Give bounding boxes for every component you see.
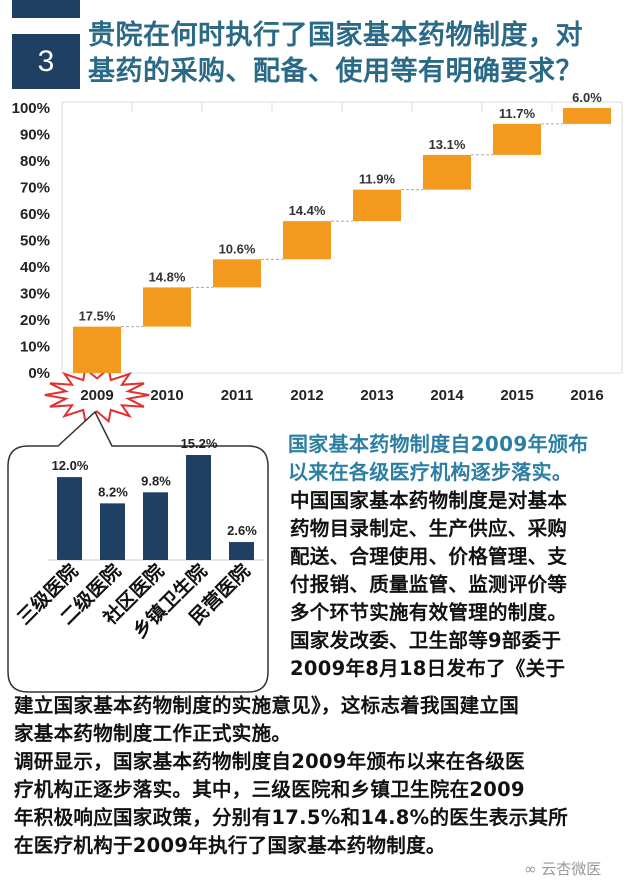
y-tick-label: 80% <box>20 153 50 170</box>
bar <box>100 503 125 560</box>
text-line: 配送、合理使用、价格管理、支 <box>290 545 568 568</box>
data-label: 11.9% <box>359 172 396 187</box>
right-paragraph: 中国国家基本药物制度是对基本 药物目录制定、生产供应、采购 配送、合理使用、价格管理… <box>290 487 567 683</box>
text-line: 在医疗机构于2009年执行了国家基本药物制度。 <box>14 834 446 857</box>
data-label: 8.2% <box>98 484 128 499</box>
highlight-starburst <box>44 366 150 424</box>
y-tick-label: 40% <box>20 259 50 276</box>
text-line: 药物目录制定、生产供应、采购 <box>290 517 568 540</box>
title-line: 贵院在何时执行了国家基本药物制度，对 <box>88 20 583 51</box>
text-line: 付报销、质量监管、监测评价等 <box>290 573 568 596</box>
waterfall-bar <box>563 108 611 124</box>
headline-line: 以来在各级医疗机构逐步落实。 <box>288 460 573 484</box>
waterfall-bar <box>493 123 541 155</box>
headline-text: 国家基本药物制度自2009年颁布 以来在各级医疗机构逐步落实。 <box>288 430 588 486</box>
y-tick-label: 20% <box>20 312 50 329</box>
header-decor-block <box>12 0 80 18</box>
logo-icon: ∞ <box>524 860 542 878</box>
x-tick-label: 2010 <box>150 387 183 404</box>
full-paragraph: 建立国家基本药物制度的实施意见》，这标志着我国建立国 家基本药物制度工作正式实施。… <box>14 692 568 860</box>
text-line: 国家发改委、卫生部等9部委于 <box>290 629 562 652</box>
x-tick-label: 2011 <box>221 387 254 404</box>
watermark: ∞ 云杏微医 <box>524 860 602 878</box>
title-line: 基药的采购、配备、使用等有明确要求？ <box>88 56 583 87</box>
x-tick-label: 2012 <box>290 387 323 404</box>
bar <box>143 492 168 560</box>
waterfall-bar <box>423 154 471 190</box>
data-label: 15.2% <box>181 436 218 451</box>
text-line: 中国国家基本药物制度是对基本 <box>290 489 568 512</box>
data-label: 11.7% <box>499 106 536 121</box>
page-title: 贵院在何时执行了国家基本药物制度，对 基药的采购、配备、使用等有明确要求？ <box>88 18 640 90</box>
question-number: 3 <box>12 34 80 89</box>
bar <box>186 455 211 560</box>
y-tick-label: 60% <box>20 206 50 223</box>
text-line: 调研显示，国家基本药物制度自2009年颁布以来在各级医 <box>14 750 525 773</box>
waterfall-bar <box>73 326 121 373</box>
y-tick-label: 50% <box>20 233 50 250</box>
x-tick-label: 2013 <box>360 387 393 404</box>
text-line: 家基本药物制度工作正式实施。 <box>14 722 292 745</box>
x-tick-label: 2014 <box>430 387 464 404</box>
x-tick-label: 2016 <box>570 387 603 404</box>
text-line: 疗机构正逐步落实。其中，三级医院和乡镇卫生院在2009 <box>14 778 525 801</box>
headline-line: 国家基本药物制度自2009年颁布 <box>288 432 589 456</box>
text-line: 2009年8月18日发布了《关于 <box>290 657 566 680</box>
data-label: 6.0% <box>572 90 602 105</box>
y-tick-label: 100% <box>12 100 50 117</box>
waterfall-bar <box>283 221 331 260</box>
waterfall-bar <box>143 287 191 327</box>
y-tick-label: 90% <box>20 127 50 144</box>
bar <box>229 542 254 560</box>
data-label: 12.0% <box>52 458 89 473</box>
data-label: 14.4% <box>289 203 326 218</box>
waterfall-bar <box>213 259 261 288</box>
bar <box>57 477 82 560</box>
text-line: 建立国家基本药物制度的实施意见》，这标志着我国建立国 <box>14 694 520 717</box>
x-tick-label: 2015 <box>500 387 533 404</box>
waterfall-bar <box>353 189 401 222</box>
data-label: 17.5% <box>79 309 116 324</box>
data-label: 2.6% <box>227 523 257 538</box>
x-tick-label: 2009 <box>80 387 113 404</box>
y-tick-label: 0% <box>28 365 50 382</box>
text-line: 多个环节实施有效管理的制度。 <box>290 601 568 624</box>
data-label: 9.8% <box>141 473 171 488</box>
waterfall-chart: 0% 10% 20% 30% 40% 50% 60% 70% 80% 90% 100% 17.5% 20… <box>7 90 623 693</box>
y-tick-label: 30% <box>20 286 50 303</box>
y-tick-label: 70% <box>20 180 50 197</box>
text-line: 年积极响应国家政策，分别有17.5%和14.8%的医生表示其所 <box>14 806 569 829</box>
y-tick-label: 10% <box>20 339 50 356</box>
data-label: 14.8% <box>149 269 186 284</box>
data-label: 13.1% <box>429 137 466 152</box>
data-label: 10.6% <box>219 241 256 256</box>
